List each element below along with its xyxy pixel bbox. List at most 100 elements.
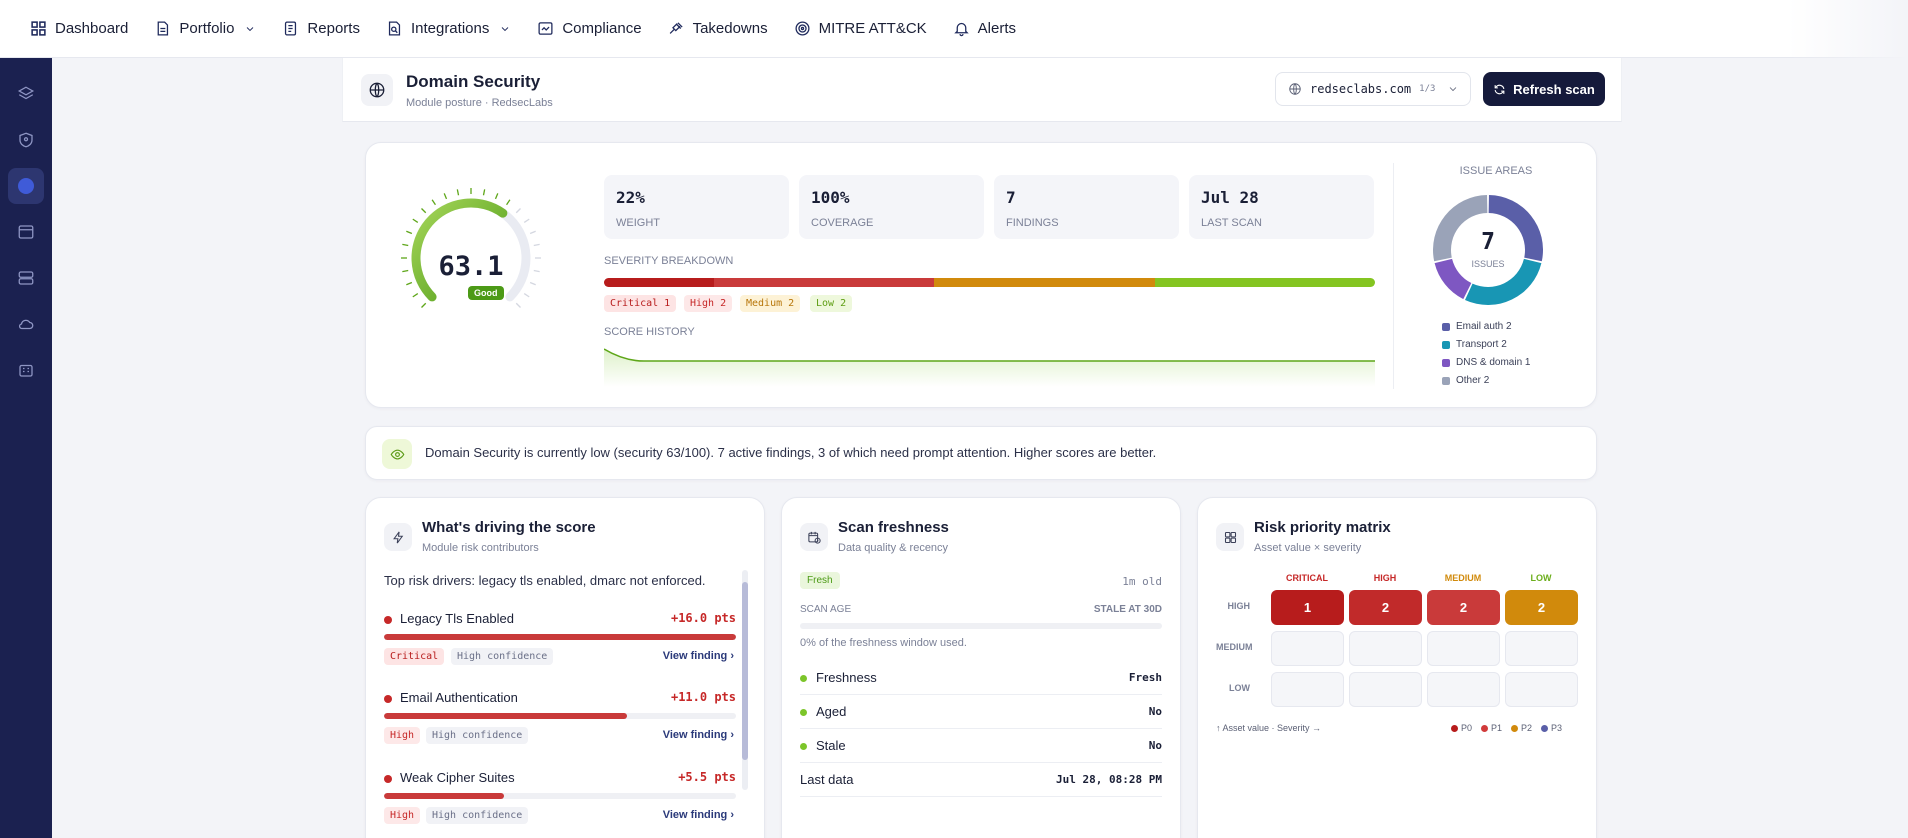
- nav-takedowns[interactable]: Takedowns: [668, 0, 768, 58]
- globe-icon: [1289, 83, 1301, 95]
- grid-icon: [1216, 523, 1244, 551]
- view-finding-link[interactable]: View finding ›: [662, 650, 734, 662]
- building-icon[interactable]: [8, 352, 44, 388]
- severity-bar: [604, 278, 1375, 287]
- freshness-age: 1m old: [1122, 575, 1162, 588]
- donut-slice-0: [1488, 195, 1543, 262]
- globe-icon[interactable]: [8, 168, 44, 204]
- stat-label: WEIGHT: [616, 217, 660, 229]
- nav-portfolio[interactable]: Portfolio: [154, 0, 256, 58]
- card-subtitle: Asset value × severity: [1254, 542, 1362, 554]
- chevron-down-icon: [1450, 87, 1457, 92]
- matrix-col-low: LOW: [1530, 573, 1552, 583]
- freshness-window-text: 0% of the freshness window used.: [800, 637, 967, 649]
- refresh-scan-button[interactable]: Refresh scan: [1483, 72, 1605, 106]
- nav-mitre[interactable]: MITRE ATT&CK: [794, 0, 927, 58]
- nav-label: Takedowns: [692, 20, 768, 37]
- legend-label: Email auth 2: [1456, 321, 1512, 332]
- matrix-col-high: HIGH: [1373, 573, 1397, 583]
- legend-label: Transport 2: [1456, 339, 1507, 350]
- gauge-tick: [421, 302, 427, 308]
- divider: [1393, 163, 1394, 389]
- top-navigation: Dashboard Portfolio Reports Integrations…: [0, 0, 1908, 58]
- matrix-axis-note: ↑ Asset value · Severity →: [1216, 723, 1322, 733]
- gauge-tick: [412, 293, 419, 298]
- matrix-col-critical: CRITICAL: [1286, 573, 1328, 583]
- shield-icon[interactable]: [8, 122, 44, 158]
- score-value: 63.1: [438, 251, 504, 282]
- nav-integrations[interactable]: Integrations: [386, 0, 511, 58]
- legend-transport: Transport 2: [1442, 339, 1507, 350]
- nav-dashboard[interactable]: Dashboard: [30, 0, 128, 58]
- matrix-cell[interactable]: [1505, 631, 1578, 666]
- gauge-tick: [523, 293, 530, 298]
- scrollbar[interactable]: [742, 570, 748, 790]
- driver-points: +16.0 pts: [670, 611, 736, 625]
- donut-slice-2: [1434, 258, 1472, 300]
- severity-pill-high: High 2: [684, 295, 733, 312]
- matrix-cell[interactable]: 2: [1427, 590, 1500, 625]
- driver-name: Legacy Tls Enabled: [400, 611, 514, 626]
- gauge-tick: [506, 199, 511, 206]
- page-title: Domain Security: [406, 72, 541, 91]
- server-icon[interactable]: [8, 260, 44, 296]
- row-value: Fresh: [1128, 671, 1162, 684]
- driver-points: +11.0 pts: [670, 690, 736, 704]
- gauge-tick: [412, 218, 419, 223]
- refresh-icon: [1494, 84, 1505, 94]
- stat-value: 7: [1006, 188, 1016, 207]
- matrix-cell[interactable]: [1427, 631, 1500, 666]
- gauge-tick: [523, 218, 530, 223]
- insight-text: Domain Security is currently low (securi…: [425, 445, 1157, 460]
- issue-total: 7: [1481, 229, 1495, 255]
- eye-icon: [382, 439, 412, 469]
- severity-dot: [384, 616, 392, 624]
- severity-pill-medium: Medium 2: [740, 295, 801, 312]
- nav-label: Reports: [307, 20, 360, 37]
- view-finding-link[interactable]: View finding ›: [662, 809, 734, 821]
- risk-matrix-card: Risk priority matrix Asset value × sever…: [1197, 497, 1597, 838]
- target-icon: [795, 21, 810, 36]
- reports-icon: [285, 21, 297, 36]
- severity-breakdown-label: SEVERITY BREAKDOWN: [604, 255, 734, 267]
- matrix-cell[interactable]: 2: [1505, 590, 1578, 625]
- domain-selector[interactable]: redseclabs.com 1/3: [1275, 72, 1471, 106]
- legend-label: P2: [1521, 723, 1533, 733]
- stat-coverage: 100% COVERAGE: [799, 175, 984, 239]
- browser-icon[interactable]: [8, 214, 44, 250]
- link-label: View finding: [662, 650, 728, 662]
- legend-label: Other 2: [1456, 375, 1490, 386]
- driver-bar-fill: [384, 713, 627, 719]
- matrix-cell[interactable]: 2: [1349, 590, 1422, 625]
- matrix-row-high: HIGH: [1227, 601, 1251, 611]
- matrix-cell[interactable]: [1505, 672, 1578, 707]
- donut-slice-3: [1433, 195, 1488, 262]
- nav-alerts[interactable]: Alerts: [953, 0, 1016, 58]
- nav-reports[interactable]: Reports: [282, 0, 360, 58]
- nav-compliance[interactable]: Compliance: [537, 0, 642, 58]
- matrix-cell[interactable]: 1: [1271, 590, 1344, 625]
- issue-areas-title: ISSUE AREAS: [1459, 165, 1533, 177]
- layers-icon[interactable]: [8, 76, 44, 112]
- gauge-tick: [406, 281, 413, 286]
- cloud-icon[interactable]: [8, 306, 44, 342]
- row-value: No: [1148, 739, 1162, 752]
- scrollbar-thumb[interactable]: [742, 582, 748, 760]
- driver-name: Email Authentication: [400, 690, 518, 705]
- gauge-tick: [456, 189, 460, 196]
- freshness-row: Freshness Fresh: [800, 661, 1162, 695]
- severity-segment-3: [1154, 278, 1375, 287]
- matrix-cell[interactable]: [1349, 631, 1422, 666]
- view-finding-link[interactable]: View finding ›: [662, 729, 734, 741]
- severity-pill-low: Low 2: [810, 295, 853, 312]
- link-label: View finding: [662, 809, 728, 821]
- legend-p3: P3: [1541, 723, 1562, 733]
- matrix-cell[interactable]: [1271, 631, 1344, 666]
- matrix-cell[interactable]: [1349, 672, 1422, 707]
- severity-tag: Critical: [384, 648, 445, 665]
- card-title: Risk priority matrix: [1254, 519, 1391, 536]
- matrix-cell[interactable]: [1271, 672, 1344, 707]
- legend-label: P0: [1461, 723, 1473, 733]
- gauge-tick: [494, 193, 499, 200]
- matrix-cell[interactable]: [1427, 672, 1500, 707]
